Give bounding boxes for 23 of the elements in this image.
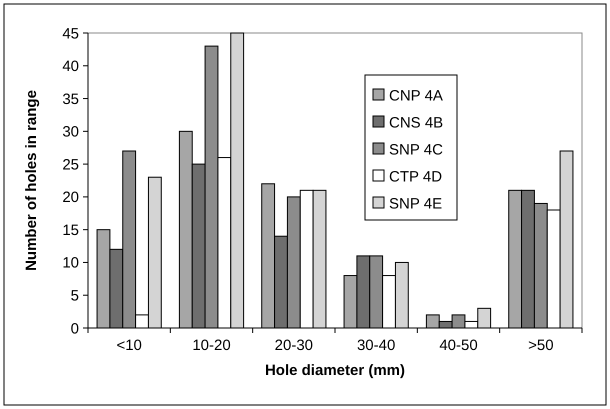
legend-label: SNP 4E [389,195,442,212]
x-tick-label: <10 [116,337,142,354]
legend-label: SNP 4C [389,141,444,158]
legend-label: CNP 4A [389,87,443,104]
y-tick-label: 20 [62,189,79,206]
y-tick-label: 5 [70,287,79,304]
x-tick-label: 30-40 [356,337,396,354]
y-tick-label: 25 [62,156,79,174]
y-tick-label: 40 [62,58,79,76]
y-tick-label: 30 [62,124,79,141]
y-tick-label: 0 [70,320,79,338]
x-axis-title: Hole diameter (mm) [264,362,406,379]
y-tick-label: 35 [62,90,79,108]
y-tick-label: 45 [62,25,79,42]
x-tick-label: 40-50 [439,337,478,354]
y-axis-title: Number of holes in range [23,90,40,271]
y-tick-label: 10 [62,254,79,272]
x-tick-label: 10-20 [192,337,231,354]
legend-label: CNS 4B [389,114,444,132]
x-tick-label: >50 [528,337,554,354]
legend-label: CTP 4D [389,168,442,186]
y-tick-label: 15 [62,222,79,239]
x-tick-label: 20-30 [274,337,314,354]
